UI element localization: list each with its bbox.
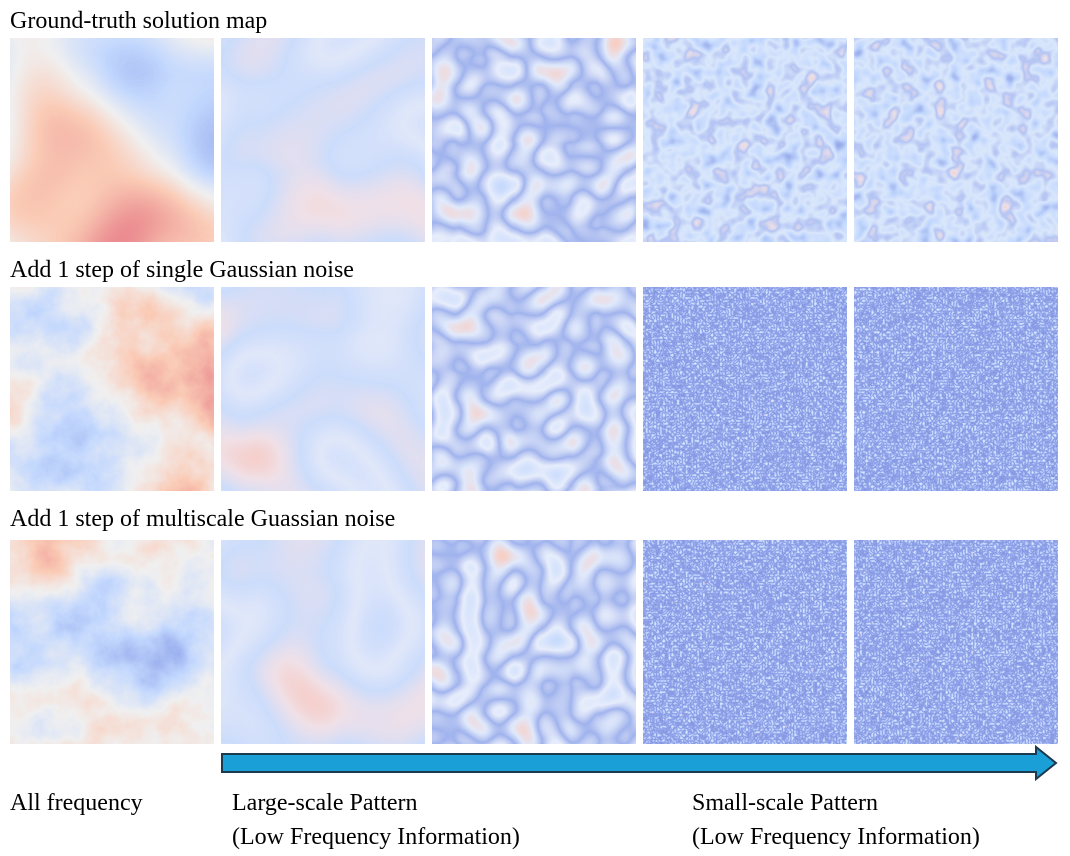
heatmap-panel	[221, 540, 425, 744]
heatmap-panel	[10, 287, 214, 491]
heatmap-panel	[432, 540, 636, 744]
heatmap-panel	[854, 287, 1058, 491]
frequency-arrow	[222, 747, 1056, 779]
heatmap-panel	[432, 38, 636, 242]
heatmap-panel	[643, 38, 847, 242]
heatmap-panel	[10, 540, 214, 744]
heatmap-panel	[221, 38, 425, 242]
heatmap-panel	[643, 540, 847, 744]
panel-grid	[10, 38, 1058, 744]
figure: Ground-truth solution map Add 1 step of …	[0, 0, 1070, 856]
heatmap-panel	[854, 38, 1058, 242]
bottom-label: (Low Frequency Information)	[692, 824, 980, 850]
bottom-label: Small-scale Pattern	[692, 790, 878, 816]
heatmap-panel	[10, 38, 214, 242]
row-label: Ground-truth solution map	[10, 8, 267, 34]
bottom-label: (Low Frequency Information)	[232, 824, 520, 850]
heatmap-panel	[432, 287, 636, 491]
heatmap-panel	[854, 540, 1058, 744]
row-label: Add 1 step of multiscale Guassian noise	[10, 506, 395, 532]
heatmap-panel	[643, 287, 847, 491]
heatmap-panel	[221, 287, 425, 491]
bottom-label: All frequency	[10, 790, 143, 816]
row-label: Add 1 step of single Gaussian noise	[10, 257, 354, 283]
bottom-label: Large-scale Pattern	[232, 790, 417, 816]
